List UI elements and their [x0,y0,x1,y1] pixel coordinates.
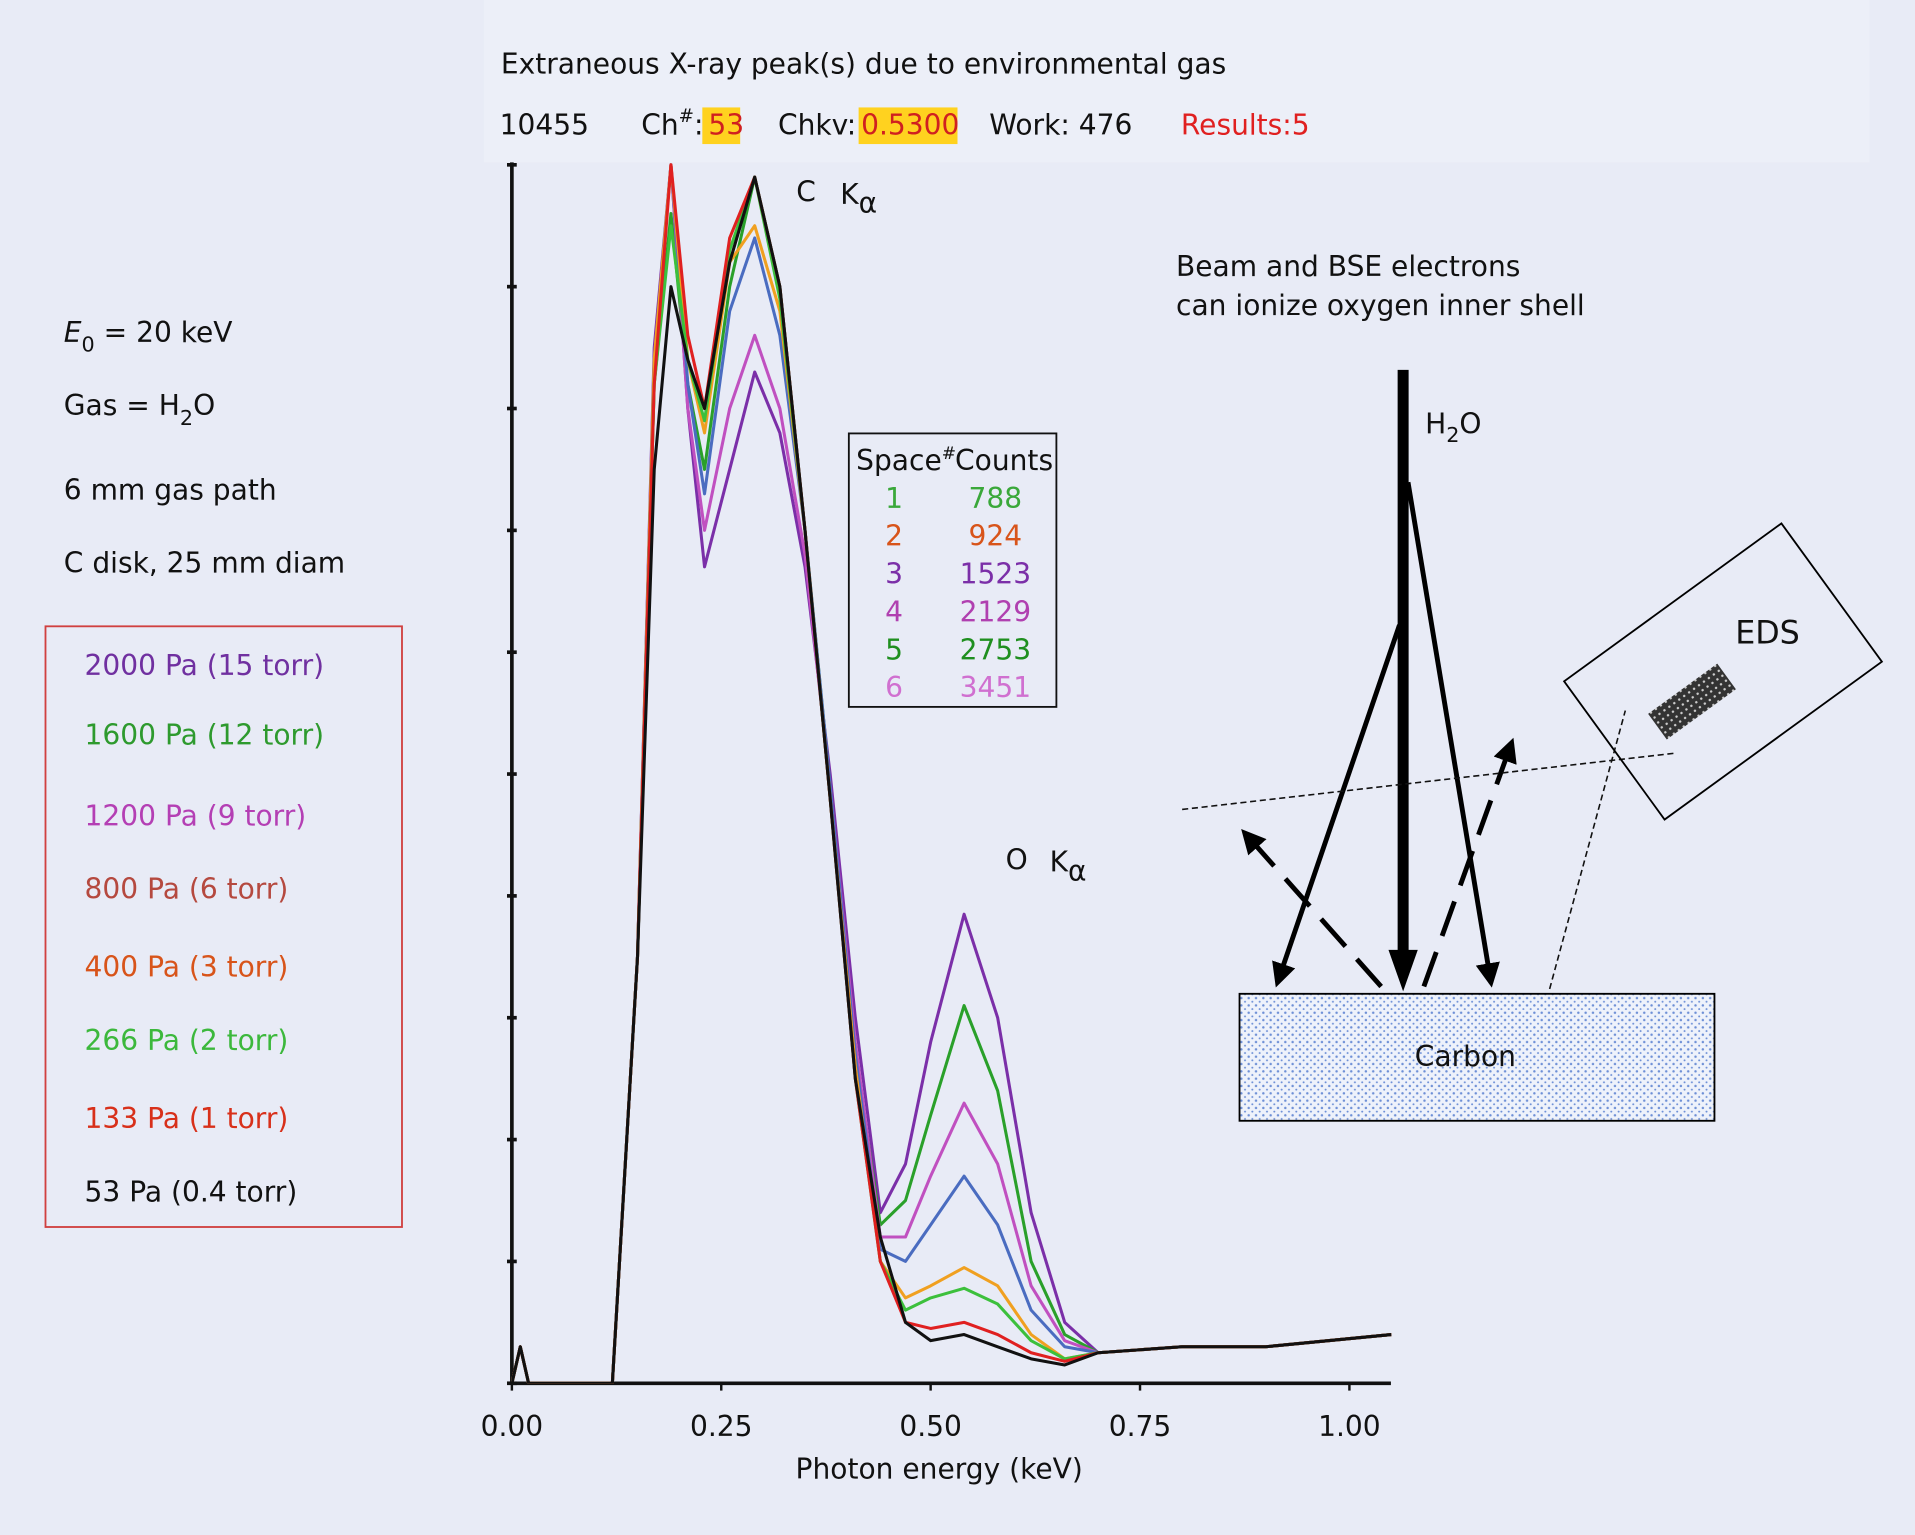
annotation-sub: α [1068,854,1087,887]
chkv-label: Chkv: [778,108,856,141]
ch-sep: : [694,108,703,141]
eds-housing [1562,522,1884,821]
carbon-sample [1238,992,1716,1122]
table-cell: 3 [885,558,903,591]
legend-entry: 1600 Pa (12 torr) [85,719,325,752]
diagram-text: Beam and BSE electrons [1176,250,1520,283]
legend-entry: 53 Pa (0.4 torr) [85,1175,298,1208]
highlight [702,107,741,145]
legend-entry: 400 Pa (3 torr) [85,951,289,984]
table-cell: 2 [885,520,903,553]
header-id: 10455 [500,108,589,141]
eds-crystal [1648,663,1736,740]
x-tick-label: 0.50 [899,1410,962,1443]
xray-arrow [1421,737,1517,988]
condition: 6 mm gas path [64,473,277,506]
condition-sub: 0 [82,333,95,357]
condition: E0 = 20 keV [64,316,233,357]
annotation-element: C [796,175,816,208]
table-cell: 2753 [960,633,1031,666]
eds-label: EDS [1735,615,1800,651]
condition-rest: O [193,389,215,422]
gas-sub: 2 [1446,423,1459,447]
x-tick-label: 1.00 [1318,1410,1381,1443]
bse-arrow [1272,624,1402,988]
x-tick-label: 0.00 [481,1410,544,1443]
table-header-label: Counts [955,444,1053,477]
table-cell: 1523 [960,558,1031,591]
counts-table: Space# Counts 1 788 2 924 3 1523 4 2129 5 2753 6 3451 [856,444,1053,704]
x-tick-label: 0.25 [690,1410,753,1443]
table-cell: 2129 [960,595,1031,628]
condition-rest: = 20 keV [95,316,233,349]
chkv-value: 0.5300 [861,108,959,141]
results: Results:5 [1181,108,1310,141]
legend: 2000 Pa (15 torr) 1600 Pa (12 torr) 1200 P… [85,649,325,1208]
legend-entry: 800 Pa (6 torr) [85,873,289,906]
annotation-line: Kα [840,178,877,220]
annotation-sub: α [859,186,878,219]
x-tick-label: 0.75 [1109,1410,1172,1443]
legend-box [44,625,403,1228]
diagram-text: can ionize oxygen inner shell [1176,289,1585,322]
acceptance-line [1548,710,1627,990]
legend-entry: 266 Pa (2 torr) [85,1024,289,1057]
table-header: Counts [955,444,1053,477]
table-box [847,432,1058,708]
condition: C disk, 25 mm diam [64,547,345,580]
table-cell: 788 [969,482,1023,515]
table-cell: 924 [969,520,1023,553]
channel: Ch#: 53 [641,106,744,141]
bse-arrow [1405,481,1500,988]
condition-main: C disk, 25 mm diam [64,547,345,580]
annotation-line: Kα [1050,846,1087,888]
plot-area [511,163,1392,1384]
legend-entry: 133 Pa (1 torr) [85,1102,289,1135]
annotation-k: K [1050,846,1069,879]
table-header-sup: # [942,444,956,464]
acceptance-line [1182,752,1675,811]
beam-head [1388,949,1418,992]
condition-main: E [64,316,82,349]
diagram: Beam and BSE electrons can ionize oxygen… [1176,250,1884,1122]
table-cell: 1 [885,482,903,515]
annotation-k: K [840,178,859,211]
highlight [858,107,958,145]
gas-label: H2O [1425,407,1481,447]
table-header: Space# [856,444,956,477]
gas-b: O [1459,407,1481,440]
header-title: Extraneous X-ray peak(s) due to environm… [501,47,1226,80]
spectrum-line [511,175,1392,1384]
ch-label: Ch [641,108,678,141]
ch-value: 53 [708,108,744,141]
table-header-label: Space [856,444,942,477]
table-cell: 5 [885,633,903,666]
ch-sup: # [679,106,694,127]
legend-entry: 1200 Pa (9 torr) [85,799,307,832]
xray-arrow [1241,828,1383,989]
legend-entry: 2000 Pa (15 torr) [85,649,325,682]
annotation-element: O [1006,843,1028,876]
table-cell: 6 [885,671,903,704]
chkv: Chkv: 0.5300 [778,108,959,141]
table-cell: 4 [885,595,903,628]
condition: Gas = H2O [64,389,215,430]
header-band [483,0,1870,163]
conditions: E0 = 20 keV Gas = H2O 6 mm gas path C disk,… [64,316,345,580]
x-axis-label: Photon energy (keV) [796,1453,1083,1486]
condition-main: 6 mm gas path [64,473,277,506]
gas-a: H [1425,407,1446,440]
condition-main: Gas = H [64,389,180,422]
work: Work: 476 [989,108,1132,141]
sample-label: Carbon [1415,1040,1516,1073]
condition-sub: 2 [180,406,193,430]
table-cell: 3451 [960,671,1031,704]
